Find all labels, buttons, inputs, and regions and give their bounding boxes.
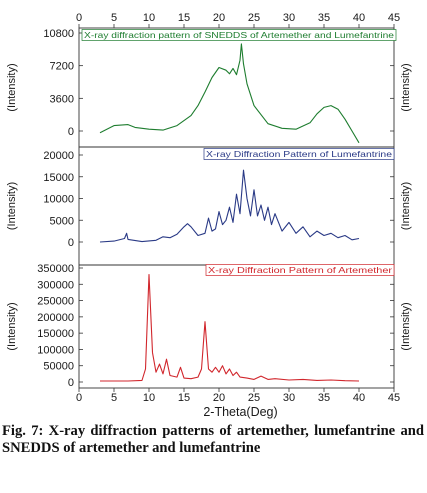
y-tick-label: 0 bbox=[68, 237, 74, 249]
y-tick-label: 350000 bbox=[37, 263, 74, 275]
panel-title-box bbox=[205, 264, 395, 276]
y-tick-label: 0 bbox=[68, 377, 74, 389]
y-tick-label: 3600 bbox=[50, 93, 74, 105]
y-axis-label-right: (Intensity) bbox=[400, 302, 412, 350]
x-tick-label-top: 15 bbox=[178, 12, 190, 24]
y-axis-label: (Intensity) bbox=[6, 63, 18, 111]
y-tick-label: 100000 bbox=[37, 344, 74, 356]
y-axis-label: (Intensity) bbox=[6, 182, 18, 230]
y-tick-label: 50000 bbox=[43, 361, 74, 373]
panel-title-box bbox=[81, 29, 397, 41]
x-tick-label-top: 20 bbox=[213, 12, 225, 24]
figure-caption: Fig. 7: X-ray diffraction patterns of ar… bbox=[2, 423, 424, 456]
x-tick-label-bottom: 30 bbox=[283, 392, 295, 404]
x-tick-label-bottom: 25 bbox=[248, 392, 260, 404]
y-axis-label-right: (Intensity) bbox=[400, 63, 412, 111]
x-tick-label-top: 40 bbox=[353, 12, 365, 24]
x-tick-label-bottom: 15 bbox=[178, 392, 190, 404]
y-tick-label: 200000 bbox=[37, 312, 74, 324]
x-tick-label-bottom: 45 bbox=[388, 392, 400, 404]
y-tick-label: 10800 bbox=[43, 28, 74, 40]
xrd-figure: 0055101015152020252530303535404045452-Th… bbox=[6, 12, 412, 419]
x-tick-label-top: 5 bbox=[111, 12, 117, 24]
x-tick-label-bottom: 20 bbox=[213, 392, 225, 404]
y-tick-label: 5000 bbox=[50, 215, 74, 227]
x-tick-label-top: 35 bbox=[318, 12, 330, 24]
y-tick-label: 250000 bbox=[37, 296, 74, 308]
y-tick-label: 20000 bbox=[43, 150, 74, 162]
x-tick-label-top: 30 bbox=[283, 12, 295, 24]
x-tick-label-bottom: 40 bbox=[353, 392, 365, 404]
x-tick-label-top: 45 bbox=[388, 12, 400, 24]
x-axis-label: 2-Theta(Deg) bbox=[203, 405, 277, 419]
y-tick-label: 150000 bbox=[37, 328, 74, 340]
panel-title: X-ray diffraction pattern of SNEDDS of A… bbox=[84, 30, 394, 40]
panel-title: X-ray Diffraction Pattern of Lumefantrin… bbox=[206, 149, 392, 159]
plot-frame bbox=[78, 27, 395, 389]
x-tick-label-top: 25 bbox=[248, 12, 260, 24]
series-line bbox=[99, 169, 360, 243]
series-line bbox=[99, 43, 360, 144]
x-tick-label-top: 0 bbox=[76, 12, 82, 24]
panel-title: X-ray Diffraction Pattern of Artemether bbox=[208, 265, 392, 275]
y-tick-label: 0 bbox=[68, 126, 74, 138]
panel-title-box bbox=[203, 148, 395, 160]
y-tick-label: 15000 bbox=[43, 172, 74, 184]
y-tick-label: 7200 bbox=[50, 61, 74, 73]
y-axis-label: (Intensity) bbox=[6, 302, 18, 350]
x-tick-label-bottom: 35 bbox=[318, 392, 330, 404]
y-tick-label: 300000 bbox=[37, 279, 74, 291]
x-tick-label-top: 10 bbox=[143, 12, 155, 24]
x-tick-label-bottom: 5 bbox=[111, 392, 117, 404]
y-tick-label: 10000 bbox=[43, 194, 74, 206]
x-tick-label-bottom: 10 bbox=[143, 392, 155, 404]
series-line bbox=[100, 273, 360, 382]
y-axis-label-right: (Intensity) bbox=[400, 182, 412, 230]
x-tick-label-bottom: 0 bbox=[76, 392, 82, 404]
